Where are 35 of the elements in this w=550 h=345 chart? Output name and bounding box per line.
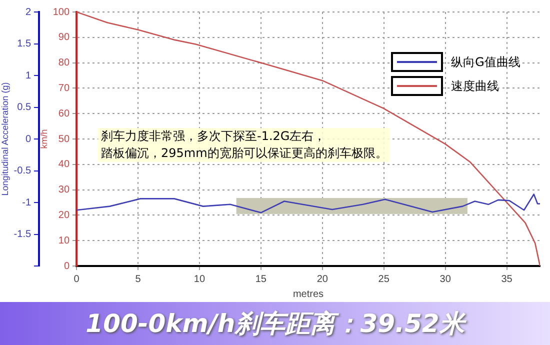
y-tick-label: 80	[58, 58, 70, 69]
y-tick-label: 10	[58, 235, 70, 246]
y-axis-title: km/h	[38, 129, 49, 149]
x-tick-label: 35	[501, 274, 513, 285]
annotation: 刹车力度非常强，多次下探至-1.2G左右，	[101, 128, 327, 145]
legend-label: 纵向G值曲线	[451, 54, 520, 70]
annotation: 踏板偏沉，295mm的宽胎可以保证更高的刹车极限。	[101, 145, 388, 162]
legend-label: 速度曲线	[451, 78, 499, 94]
y2-axis-title: Longitudinal Acceleration (g)	[0, 82, 10, 196]
y-tick-label: 20	[58, 210, 70, 221]
x-axis-title: metres	[292, 288, 324, 300]
y2-tick-label: -1.5	[14, 229, 32, 240]
y2-tick-label: 0.5	[17, 102, 32, 113]
y-tick-label: 30	[58, 184, 70, 196]
y-tick-label: 90	[58, 32, 70, 44]
y2-tick-label: 1.5	[17, 38, 32, 50]
y-tick-label: 40	[58, 159, 70, 170]
y-tick-label: 0	[64, 260, 70, 272]
x-tick-label: 20	[316, 274, 328, 285]
x-tick-label: 5	[135, 274, 142, 285]
y2-tick-label: -0.5	[14, 166, 32, 176]
y2-tick-label: 1	[25, 70, 32, 82]
y-tick-label: 50	[58, 134, 70, 145]
y-tick-label: 70	[58, 82, 70, 94]
text: 100-0km/h刹车距离：39.52米	[0, 302, 550, 345]
y2-tick-label: 0	[25, 134, 32, 145]
x-tick-label: 10	[194, 274, 206, 285]
y-tick-label: 60	[58, 108, 70, 120]
x-tick-label: 15	[255, 274, 267, 285]
y-tick-label: 100	[52, 6, 70, 18]
x-tick-label: 30	[440, 274, 452, 285]
x-tick-label: 25	[378, 274, 390, 285]
y2-tick-label: -1	[22, 197, 32, 208]
x-tick-label: 0	[74, 274, 80, 285]
y2-tick-label: 2	[25, 6, 32, 18]
